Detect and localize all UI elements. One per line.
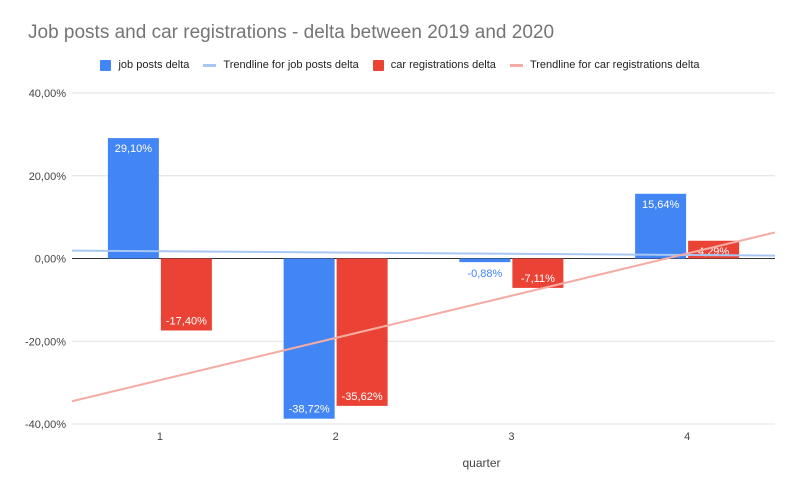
chart-title: Job posts and car registrations - delta … (28, 22, 555, 43)
y-tick-label: 40,00% (29, 88, 67, 100)
legend-item-job-posts-trendline[interactable]: Trendline for job posts delta (203, 59, 359, 71)
legend-label-job-posts: job posts delta (118, 59, 190, 71)
data-label: -7,11% (521, 273, 555, 285)
bar (160, 258, 212, 331)
x-tick-label: 2 (333, 431, 339, 443)
trendline (71, 231, 776, 403)
x-tick-label: 1 (157, 431, 163, 443)
data-label: 15,64% (642, 199, 680, 211)
y-tick-label: -20,00% (25, 336, 66, 348)
data-label: -0,88% (467, 268, 502, 280)
legend-swatch-car-registrations-trendline (509, 63, 523, 67)
bar (512, 258, 564, 288)
legend-item-job-posts[interactable]: job posts delta (100, 59, 189, 71)
data-label: -38,72% (289, 404, 330, 416)
trendline (71, 249, 776, 257)
bar (283, 258, 335, 419)
data-label: -35,62% (342, 391, 383, 403)
x-axis-title: quarter (462, 456, 500, 470)
legend-swatch-job-posts (100, 59, 112, 71)
bar (688, 240, 740, 259)
x-tick-label: 4 (684, 431, 690, 443)
data-label: 29,10% (115, 143, 153, 155)
bar (459, 258, 511, 263)
legend-item-car-registrations-trendline[interactable]: Trendline for car registrations delta (509, 59, 700, 71)
legend-swatch-job-posts-trendline (203, 63, 217, 67)
bar (107, 138, 159, 259)
x-tick-label: 3 (508, 431, 514, 443)
legend-label-car-registrations: car registrations delta (390, 59, 496, 71)
y-tick-label: 0,00% (35, 254, 66, 266)
legend-item-car-registrations[interactable]: car registrations delta (372, 59, 496, 71)
legend: job posts delta Trendline for job posts … (0, 56, 800, 74)
y-tick-label: 20,00% (29, 171, 67, 183)
data-label: -17,40% (166, 315, 207, 327)
legend-swatch-car-registrations (372, 59, 384, 71)
y-tick-label: -40,00% (25, 419, 66, 431)
legend-label-car-registrations-trendline: Trendline for car registrations delta (529, 59, 700, 71)
legend-label-job-posts-trendline: Trendline for job posts delta (223, 59, 359, 71)
bar (635, 193, 687, 259)
